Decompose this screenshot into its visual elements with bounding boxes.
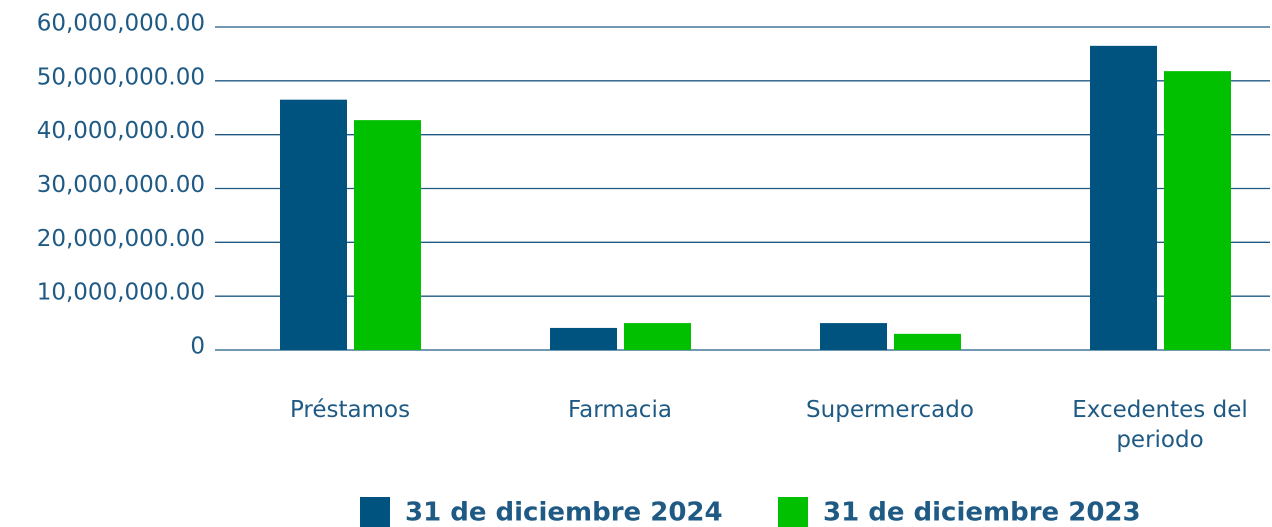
bar: [1164, 71, 1231, 350]
bar: [624, 323, 691, 350]
bar: [354, 120, 421, 350]
bar: [820, 323, 887, 350]
y-tick-label: 60,000,000.00: [37, 11, 205, 37]
bar: [1090, 45, 1157, 350]
y-tick-label: 40,000,000.00: [37, 118, 205, 144]
y-tick-label: 0: [190, 334, 205, 360]
legend-swatch: [778, 497, 808, 527]
x-tick-label: Excedentes del periodo: [1072, 397, 1248, 453]
bar: [550, 327, 617, 350]
x-tick-label: Supermercado: [806, 397, 974, 423]
legend-label: 31 de diciembre 2024: [405, 498, 723, 527]
bar: [894, 333, 961, 350]
y-tick-label: 50,000,000.00: [37, 64, 205, 90]
y-tick-label: 30,000,000.00: [37, 172, 205, 198]
legend-label: 31 de diciembre 2023: [823, 498, 1141, 527]
legend-swatch: [360, 497, 390, 527]
bar: [280, 99, 347, 350]
x-tick-label: Préstamos: [289, 397, 411, 423]
y-tick-label: 20,000,000.00: [37, 226, 205, 252]
x-tick-label: Farmacia: [568, 397, 672, 423]
y-tick-label: 10,000,000.00: [37, 280, 205, 306]
